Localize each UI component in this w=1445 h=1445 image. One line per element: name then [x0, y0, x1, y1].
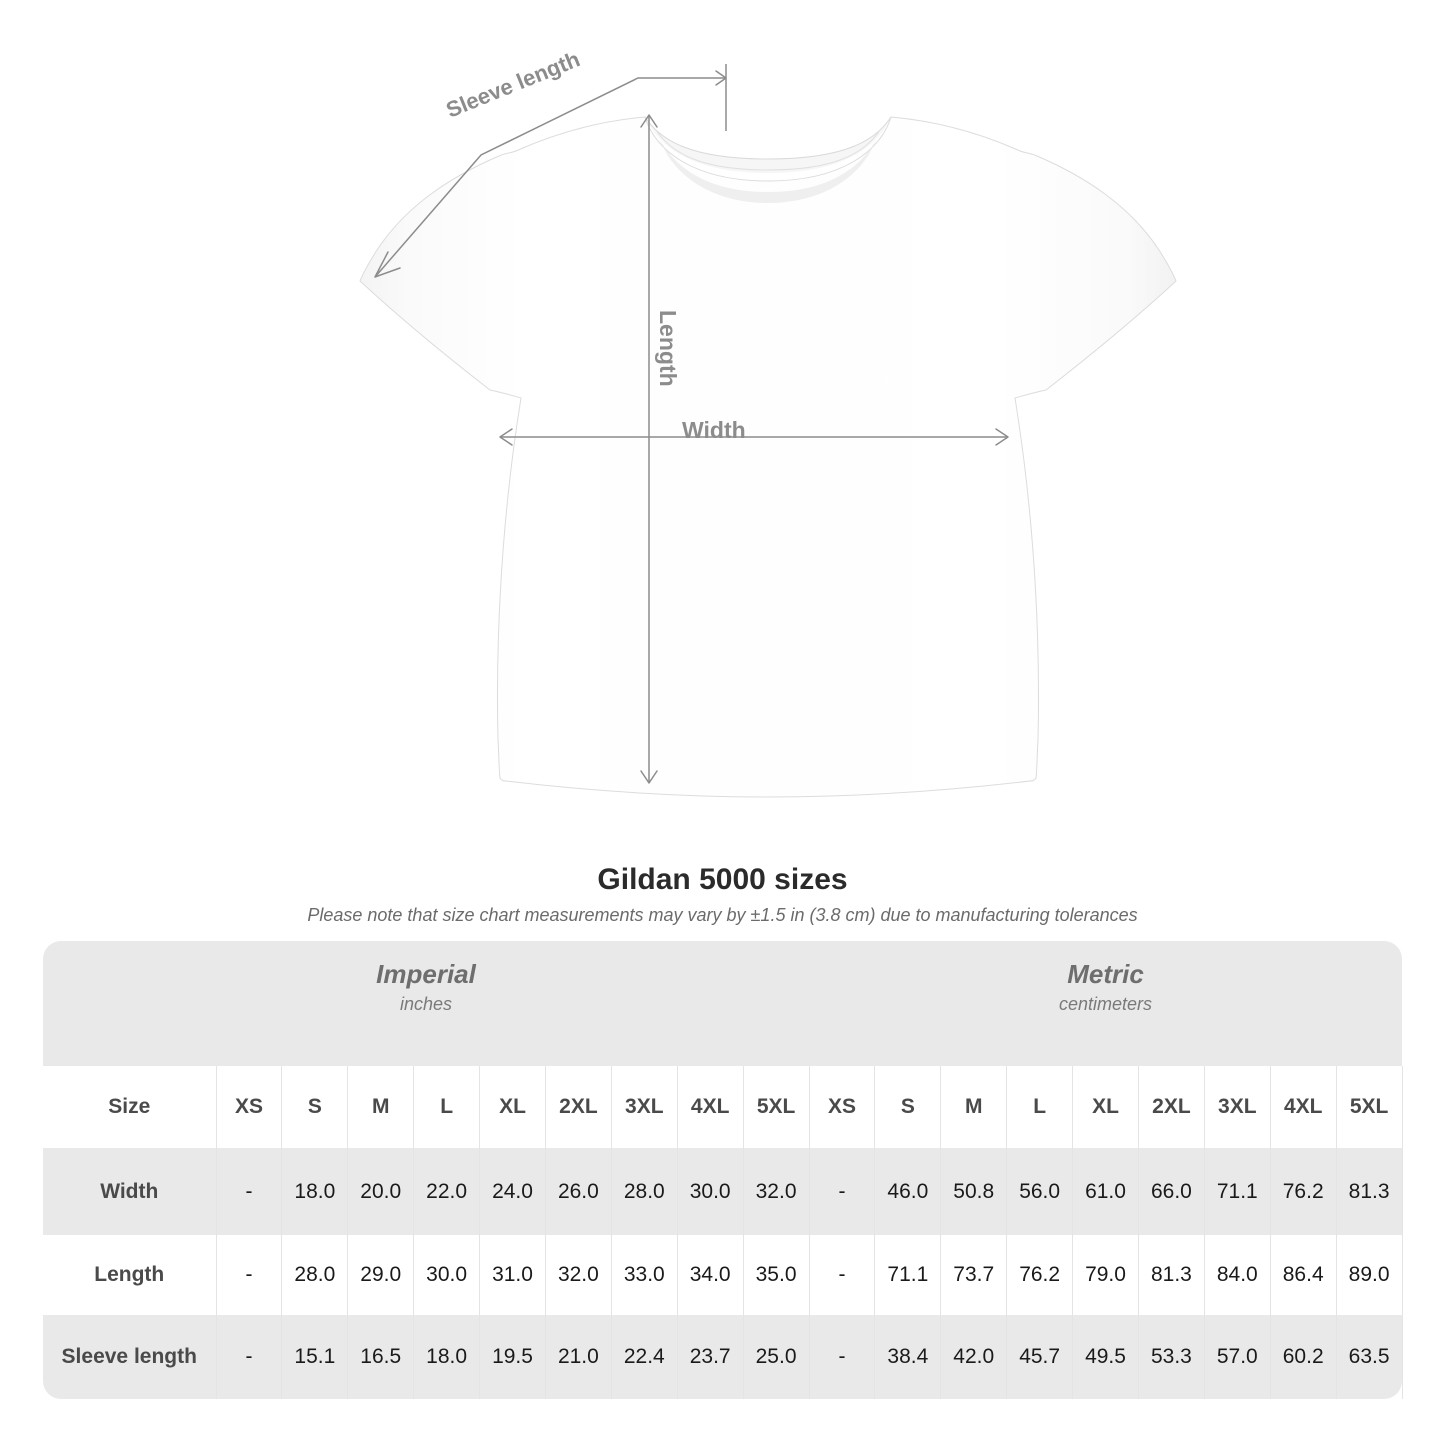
svg-text:Width: Width [682, 417, 746, 443]
svg-text:Length: Length [655, 310, 681, 387]
svg-text:Sleeve length: Sleeve length [443, 46, 584, 122]
